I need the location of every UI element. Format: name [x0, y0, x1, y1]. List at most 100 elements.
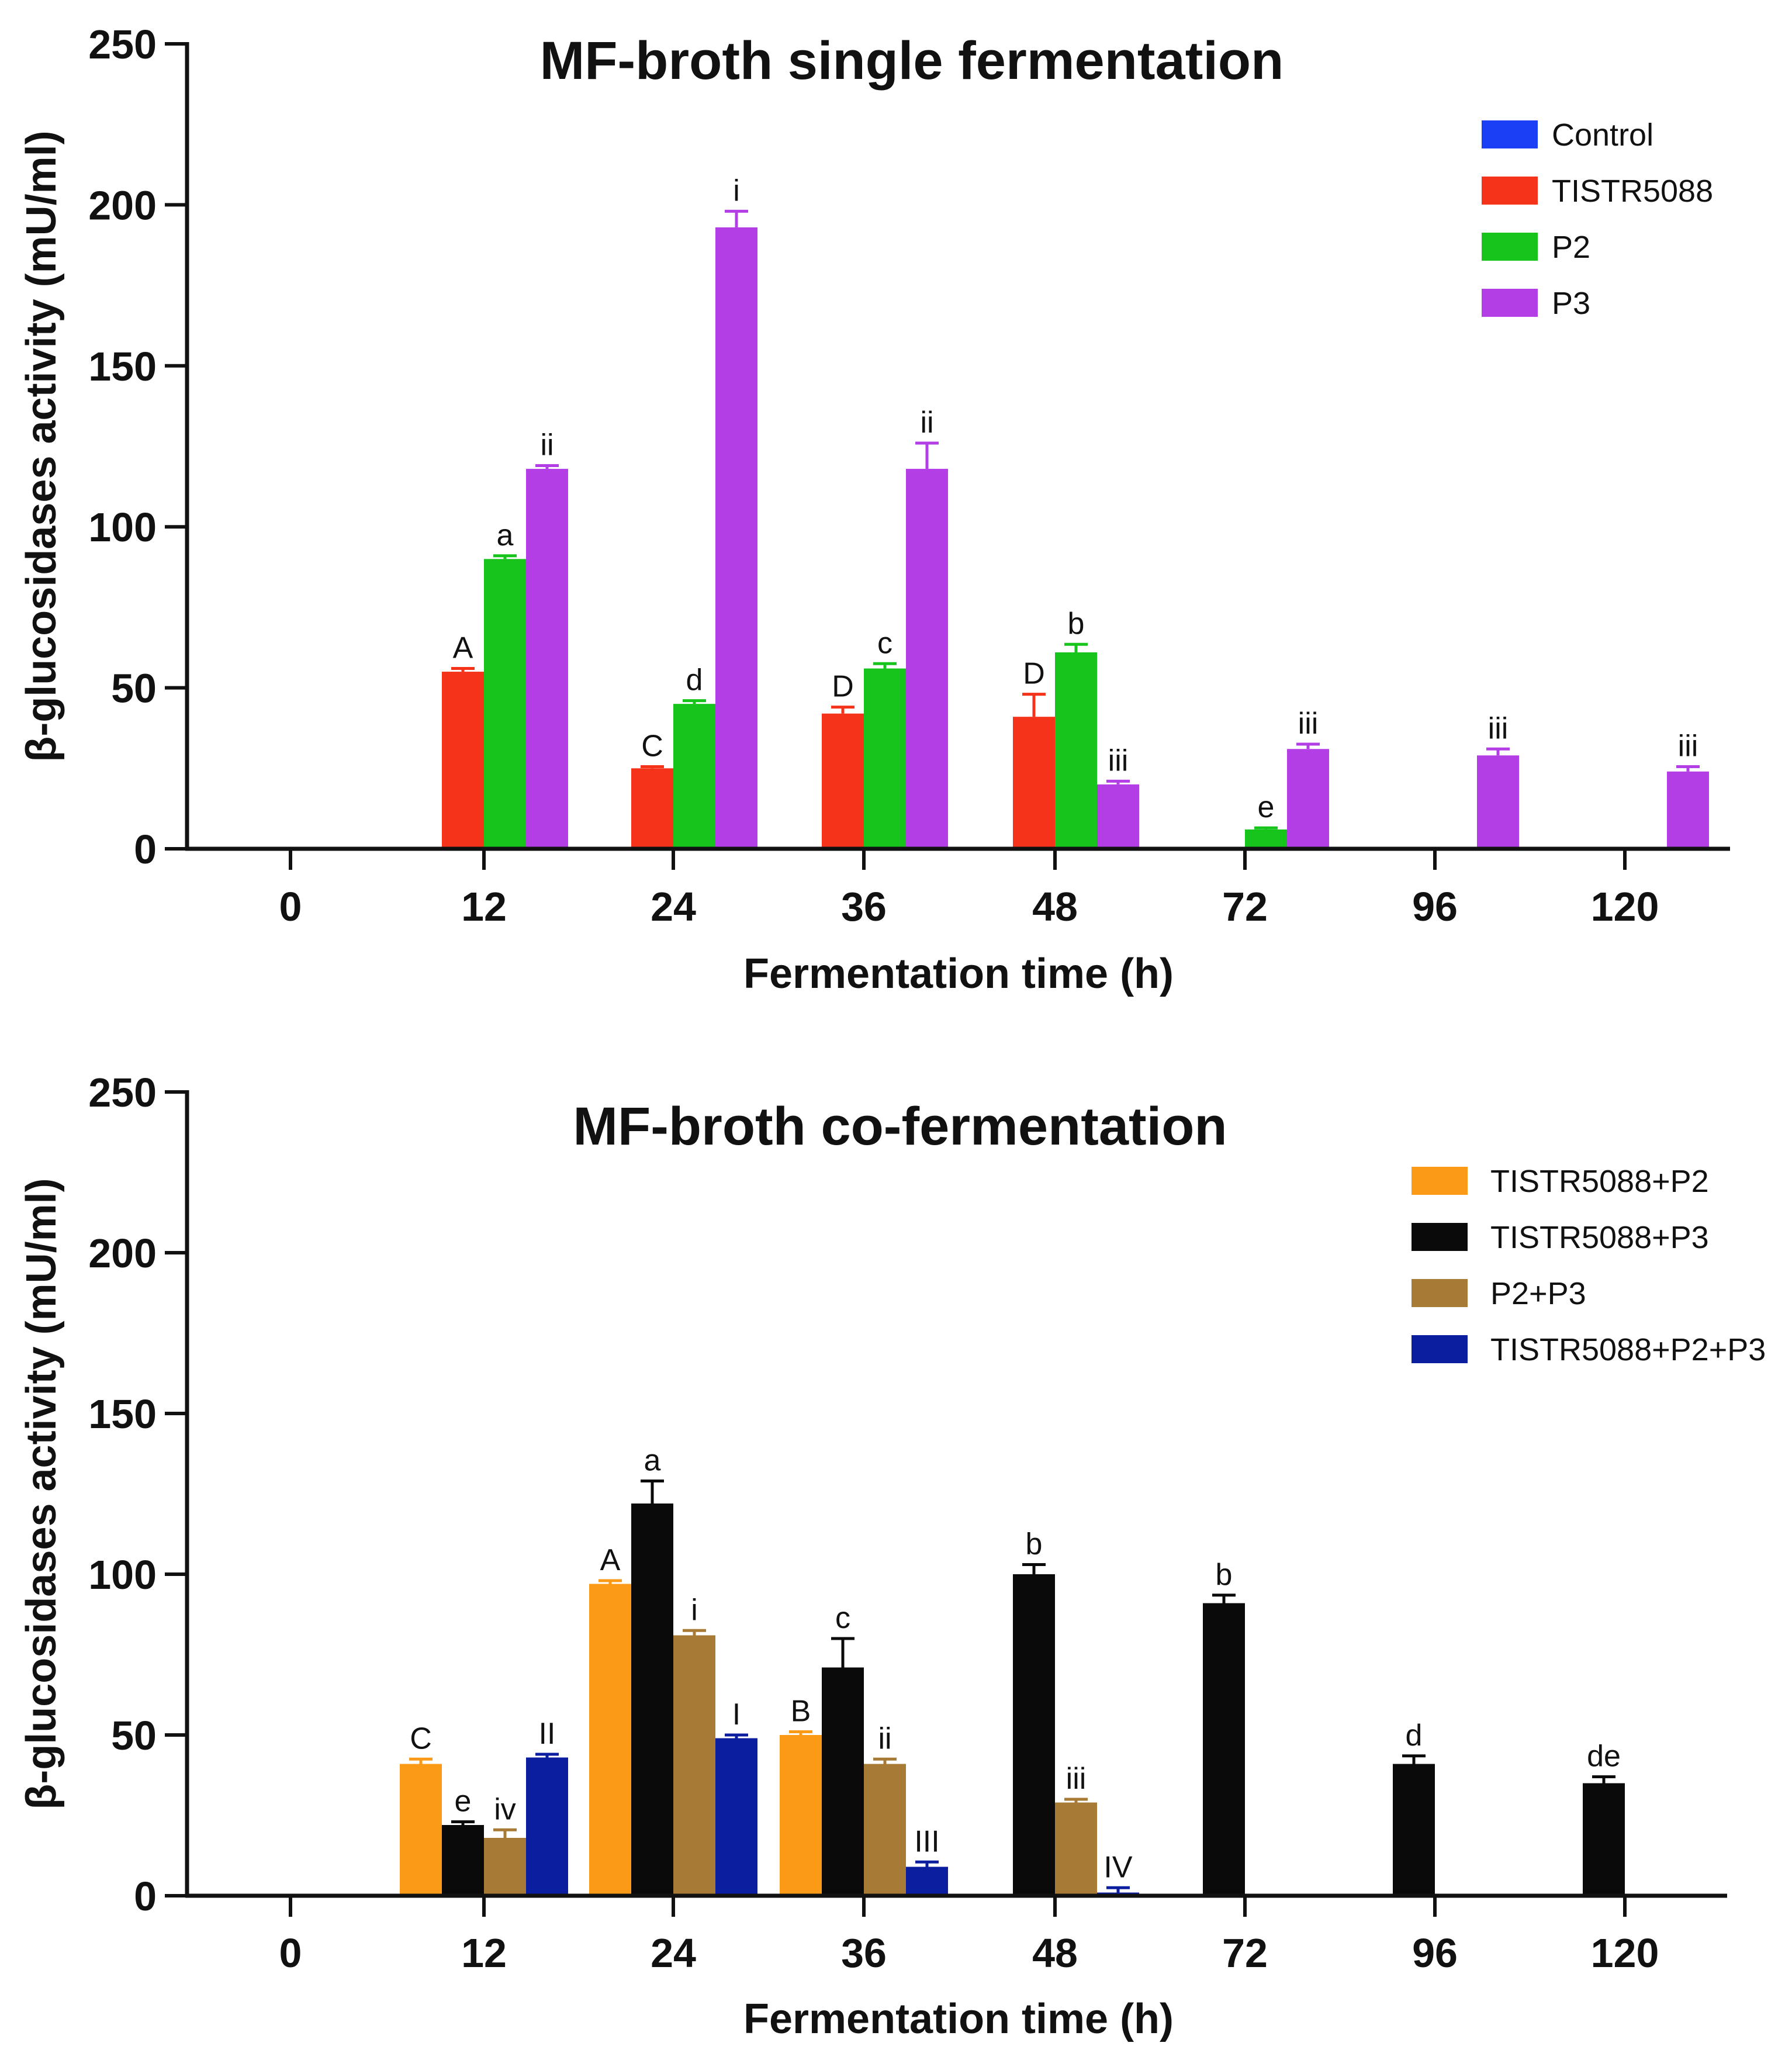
- x-axis-title: Fermentation time (h): [743, 950, 1174, 997]
- significance-label: A: [453, 631, 473, 665]
- bar-p3-12h: [526, 469, 568, 849]
- legend-label: TISTR5088+P2+P3: [1490, 1332, 1766, 1367]
- significance-label: iv: [494, 1792, 516, 1826]
- legend: Control TISTR5088 P2 P3: [1482, 117, 1713, 321]
- bar-p2-p3-24h: [673, 1635, 715, 1896]
- chart-title: MF-broth single fermentation: [540, 31, 1284, 91]
- y-tick-label: 100: [88, 1552, 157, 1598]
- significance-label: C: [641, 730, 663, 763]
- legend-label: Control: [1552, 117, 1653, 153]
- legend-swatch: [1482, 289, 1538, 317]
- x-axis-title: Fermentation time (h): [743, 1996, 1174, 2042]
- x-tick-label: 24: [651, 1930, 696, 1976]
- bar-tistr5088-p3-120h: [1583, 1783, 1625, 1896]
- significance-label: iii: [1298, 707, 1319, 741]
- significance-label: i: [733, 174, 740, 208]
- legend-label: TISTR5088: [1552, 174, 1713, 209]
- legend-swatch: [1412, 1279, 1468, 1307]
- y-tick-label: 50: [111, 1713, 157, 1758]
- significance-label: i: [691, 1593, 698, 1627]
- significance-label: I: [732, 1698, 741, 1731]
- y-tick-label: 250: [88, 22, 157, 67]
- bar-tistr5088-p3-36h: [822, 1667, 864, 1896]
- bar-p2-72h: [1245, 829, 1287, 849]
- chart-title: MF-broth co-fermentation: [573, 1097, 1227, 1156]
- bar-p2-36h: [864, 668, 906, 849]
- significance-label: c: [877, 626, 892, 660]
- legend-label: TISTR5088+P2: [1490, 1164, 1709, 1199]
- x-tick-label: 0: [279, 884, 302, 929]
- significance-label: IV: [1103, 1850, 1132, 1884]
- bar-tistr5088-p3-24h: [631, 1503, 673, 1896]
- y-tick-label: 100: [88, 504, 157, 550]
- significance-label: II: [539, 1717, 556, 1751]
- legend-label: P2: [1552, 230, 1590, 265]
- x-tick-label: 120: [1591, 1930, 1659, 1976]
- bar-tistr5088-24h: [631, 768, 673, 849]
- significance-label: e: [1258, 790, 1275, 824]
- bar-tistr5088-p2-p3-36h: [906, 1867, 948, 1896]
- significance-label: A: [600, 1543, 621, 1577]
- bar-p3-36h: [906, 469, 948, 849]
- bar-p2-p3-48h: [1055, 1802, 1097, 1896]
- legend: TISTR5088+P2 TISTR5088+P3 P2+P3 TISTR5088+P…: [1412, 1164, 1766, 1367]
- significance-label: a: [497, 519, 514, 552]
- significance-label: e: [455, 1785, 472, 1819]
- bar-p3-120h: [1667, 771, 1709, 849]
- bar-p3-72h: [1287, 749, 1329, 849]
- x-tick-label: 24: [651, 884, 696, 929]
- significance-label: iii: [1066, 1762, 1087, 1796]
- y-tick-label: 150: [88, 344, 157, 389]
- significance-label: iii: [1108, 744, 1129, 777]
- bar-tistr5088-p3-12h: [442, 1825, 484, 1896]
- significance-label: iii: [1488, 711, 1509, 745]
- significance-label: c: [835, 1601, 850, 1635]
- significance-label: iii: [1678, 730, 1698, 763]
- legend-swatch: [1412, 1223, 1468, 1251]
- legend-swatch: [1412, 1335, 1468, 1363]
- x-tick-label: 48: [1032, 1930, 1078, 1976]
- bar-tistr5088-p2-p3-12h: [526, 1757, 568, 1896]
- significance-label: d: [1406, 1719, 1423, 1753]
- y-tick-label: 200: [88, 182, 157, 228]
- x-tick-label: 72: [1222, 1930, 1268, 1976]
- legend-swatch: [1482, 177, 1538, 205]
- y-tick-label: 200: [88, 1231, 157, 1276]
- significance-label: B: [791, 1695, 811, 1729]
- x-tick-label: 120: [1591, 884, 1659, 929]
- chart-co-fermentation: MF-broth co-fermentationCABeacbbddeiviii…: [18, 1070, 1766, 2042]
- y-axis-title: β-glucosidases activity (mU/ml): [18, 130, 65, 762]
- legend-label: TISTR5088+P3: [1490, 1220, 1709, 1255]
- significance-label: b: [1216, 1558, 1233, 1592]
- y-tick-label: 250: [88, 1070, 157, 1115]
- bar-tistr5088-p3-96h: [1393, 1764, 1435, 1896]
- bar-tistr5088-48h: [1013, 717, 1055, 849]
- bar-tistr5088-p3-72h: [1203, 1603, 1245, 1896]
- significance-label: b: [1026, 1527, 1043, 1561]
- bar-tistr5088-p2-12h: [400, 1764, 442, 1896]
- significance-label: a: [644, 1444, 661, 1478]
- bar-p2-24h: [673, 704, 715, 849]
- bar-p3-48h: [1097, 784, 1139, 849]
- x-tick-label: 96: [1412, 884, 1458, 929]
- significance-label: D: [832, 670, 854, 704]
- x-tick-label: 0: [279, 1930, 302, 1976]
- x-tick-label: 72: [1222, 884, 1268, 929]
- significance-label: ii: [920, 406, 933, 440]
- bar-tistr5088-12h: [442, 672, 484, 849]
- bar-p2-p3-12h: [484, 1838, 526, 1896]
- x-tick-label: 48: [1032, 884, 1078, 929]
- significance-label: C: [410, 1722, 432, 1755]
- bar-p2-12h: [484, 559, 526, 849]
- legend-swatch: [1482, 120, 1538, 148]
- bar-p3-24h: [715, 227, 757, 849]
- bar-p2-48h: [1055, 652, 1097, 849]
- legend-label: P2+P3: [1490, 1276, 1586, 1311]
- significance-label: b: [1068, 607, 1085, 641]
- significance-label: de: [1587, 1740, 1621, 1774]
- legend-swatch: [1412, 1167, 1468, 1195]
- bar-tistr5088-p2-36h: [780, 1735, 822, 1896]
- x-tick-label: 36: [841, 1930, 887, 1976]
